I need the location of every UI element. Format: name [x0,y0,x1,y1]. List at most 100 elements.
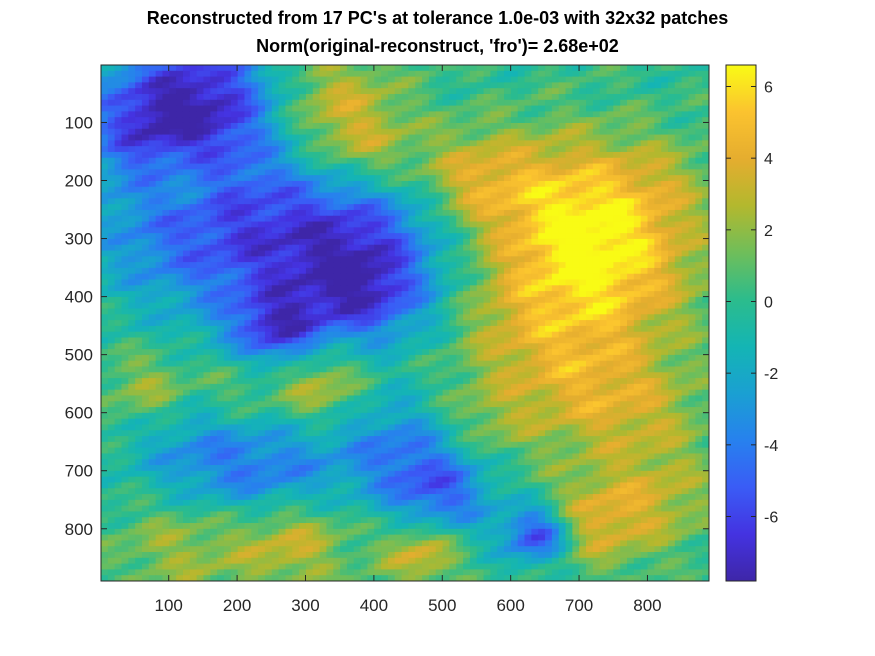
heatmap-cell [121,378,129,385]
heatmap-cell [367,146,375,153]
heatmap-cell [688,122,696,130]
heatmap-cell [217,134,225,141]
heatmap-cell [114,198,123,205]
heatmap-cell [340,99,348,107]
heatmap-cell [633,157,642,165]
heatmap-cell [360,146,369,153]
heatmap-cell [182,93,191,101]
heatmap-cell [415,221,423,228]
heatmap-cell [422,163,430,170]
heatmap-cell [476,209,485,217]
heatmap-cell [592,296,601,304]
heatmap-cell [592,175,601,182]
heatmap-cell [428,204,437,211]
heatmap-cell [695,279,703,286]
heatmap-cell [244,105,252,112]
heatmap-cell [565,221,573,228]
heatmap-cell [387,82,396,89]
heatmap-cell [586,337,594,344]
heatmap-cell [408,157,416,165]
heatmap-cell [599,180,608,188]
heatmap-cell [346,320,355,327]
heatmap-cell [237,88,246,95]
heatmap-cell [312,331,321,339]
heatmap-cell [374,227,382,234]
heatmap-cell [415,279,423,286]
heatmap-cell [435,105,444,112]
heatmap-cell [476,146,485,153]
heatmap-cell [572,285,580,292]
heatmap-cell [483,82,491,89]
heatmap-cell [230,354,239,362]
heatmap-cell [353,204,362,211]
heatmap-cell [141,244,150,252]
heatmap-cell [223,82,232,89]
heatmap-cell [292,180,300,188]
heatmap-cell [237,99,246,107]
heatmap-cell [435,244,444,252]
heatmap-cell [292,262,300,269]
heatmap-cell [504,198,512,205]
heatmap-cell [189,169,198,176]
heatmap-cell [579,296,587,304]
heatmap-cell [374,209,382,217]
heatmap-cell [688,82,696,89]
heatmap-cell [633,256,642,263]
heatmap-cell [640,70,649,78]
heatmap-cell [223,250,232,257]
heatmap-cell [408,320,416,327]
heatmap-cell [169,360,177,368]
heatmap-cell [469,250,478,257]
heatmap-cell [217,65,225,72]
heatmap-cell [148,389,157,397]
heatmap-cell [558,70,567,78]
heatmap-cell [579,70,587,78]
heatmap-cell [572,117,580,124]
heatmap-cell [271,244,280,252]
heatmap-cell [572,111,580,118]
heatmap-cell [244,221,252,228]
heatmap-cell [442,99,450,107]
heatmap-cell [285,111,293,118]
heatmap-cell [449,122,457,130]
heatmap-cell [702,383,709,391]
heatmap-cell [551,82,560,89]
heatmap-cell [387,204,396,211]
heatmap-cell [135,302,143,310]
heatmap-cell [278,122,287,130]
heatmap-cell [169,65,177,72]
heatmap-cell [230,343,239,350]
heatmap-cell [627,238,635,246]
heatmap-cell [230,383,239,391]
heatmap-cell [299,267,307,275]
heatmap-cell [128,117,136,124]
heatmap-cell [374,175,382,182]
heatmap-cell [394,134,403,141]
heatmap-cell [428,157,437,165]
heatmap-cell [476,320,485,327]
heatmap-cell [326,262,334,269]
heatmap-cell [162,383,170,391]
heatmap-cell [176,151,184,159]
heatmap-cell [606,88,614,95]
heatmap-cell [271,325,280,333]
heatmap-cell [668,186,676,194]
heatmap-cell [264,383,273,391]
heatmap-cell [558,93,567,101]
heatmap-cell [271,314,280,321]
heatmap-cell [203,93,211,101]
heatmap-cell [579,105,587,112]
heatmap-cell [510,76,519,83]
heatmap-cell [182,117,191,124]
heatmap-cell [408,76,416,83]
heatmap-cell [367,111,375,118]
heatmap-cell [592,99,601,107]
heatmap-cell [101,273,109,281]
heatmap-cell [545,65,553,72]
heatmap-cell [210,343,218,350]
heatmap-cell [353,291,362,298]
heatmap-cell [169,244,177,252]
heatmap-cell [456,192,464,199]
heatmap-cell [305,198,314,205]
heatmap-cell [155,279,164,286]
